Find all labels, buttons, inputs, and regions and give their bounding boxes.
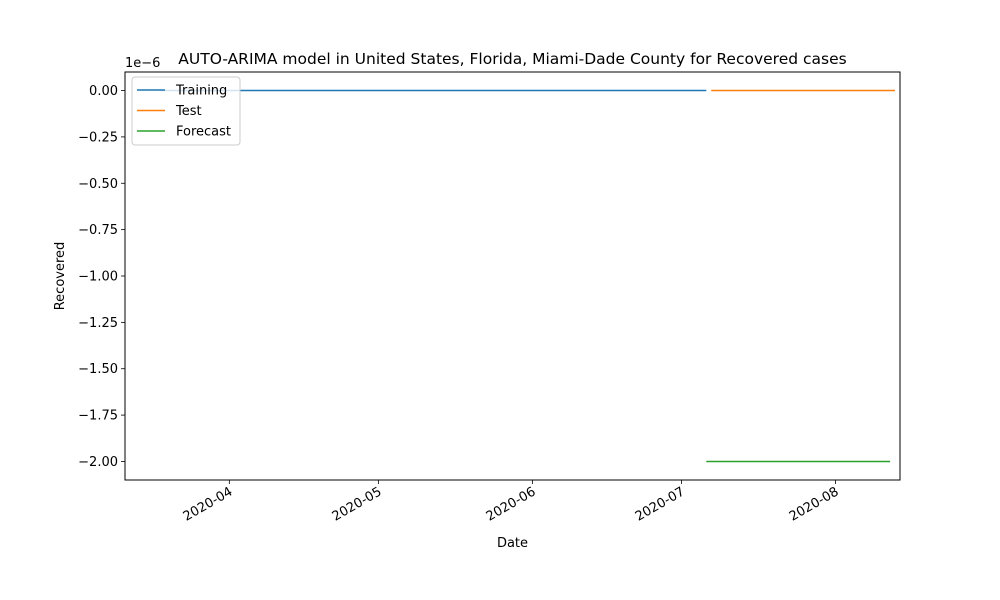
y-tick-label: −2.00 — [78, 455, 118, 470]
x-axis-title: Date — [497, 536, 528, 551]
y-tick-label: −1.25 — [78, 316, 118, 331]
y-axis-title: Recovered — [53, 242, 68, 311]
legend-label-forecast: Forecast — [176, 125, 231, 140]
plot-area — [159, 89, 895, 463]
y-tick-label: 0.00 — [89, 84, 118, 99]
y-axis: 0.00 −0.25 −0.50 −0.75 −1.00 −1.25 −1.50 −1.75 −… — [78, 84, 125, 470]
legend: Training Test Forecast — [131, 76, 241, 146]
y-tick-label: −0.75 — [78, 223, 118, 238]
y-tick-label: −1.00 — [78, 270, 118, 285]
legend-box — [131, 76, 241, 146]
y-offset-label: 1e−6 — [125, 56, 160, 71]
y-tick-label: −1.50 — [78, 362, 118, 377]
y-tick-label: −0.50 — [78, 177, 118, 192]
y-tick-label: −1.75 — [78, 409, 118, 424]
legend-label-training: Training — [175, 84, 227, 99]
y-tick-label: −0.25 — [78, 130, 118, 145]
legend-label-test: Test — [175, 104, 202, 119]
chart-title: AUTO-ARIMA model in United States, Flori… — [178, 50, 846, 68]
